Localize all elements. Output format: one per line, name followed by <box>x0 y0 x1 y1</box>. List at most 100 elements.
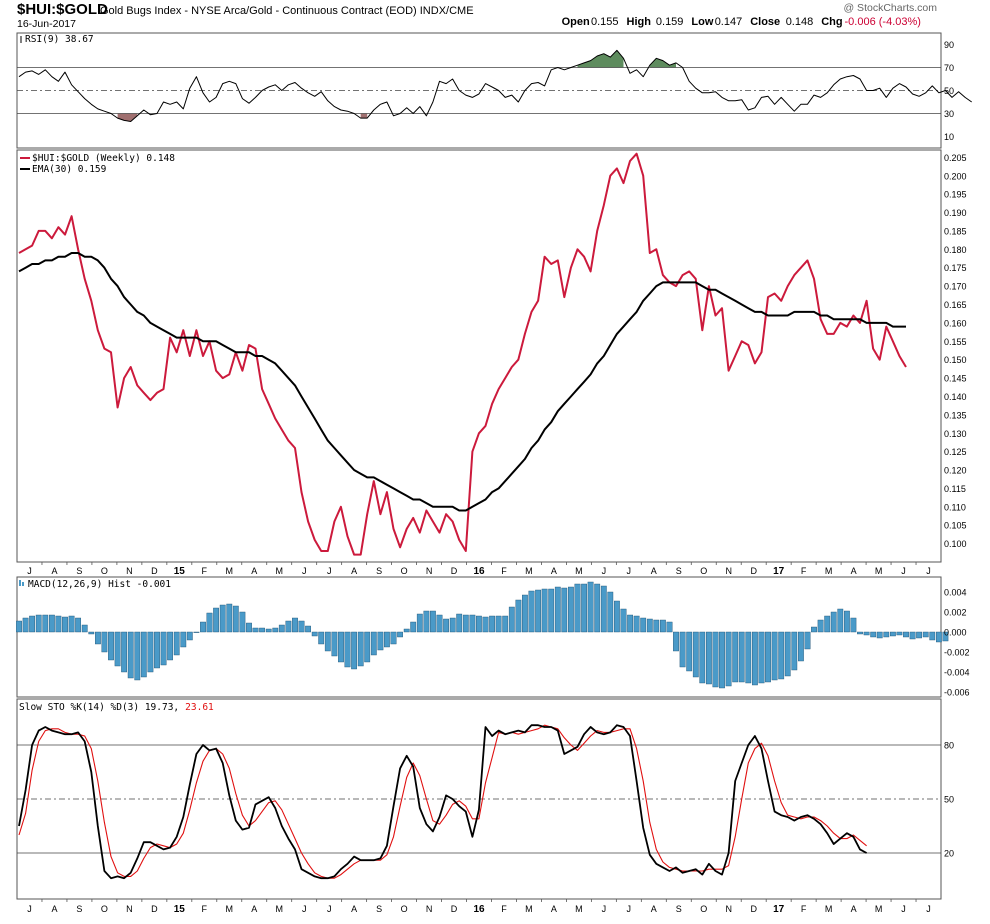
x-year-label: 17 <box>773 904 785 915</box>
macd-hist-bar <box>640 617 647 633</box>
macd-hist-bar <box>568 586 574 633</box>
x-month-label: D <box>750 904 757 914</box>
macd-hist-bar <box>870 631 877 638</box>
macd-y-tick: -0.002 <box>944 648 970 658</box>
macd-hist-bar <box>272 627 279 633</box>
x-month-label: J <box>327 904 332 914</box>
macd-hist-bar <box>134 631 141 681</box>
macd-hist-bar <box>857 631 863 635</box>
price-y-tick: 0.160 <box>944 318 967 328</box>
x-month-label: S <box>676 566 682 576</box>
x-month-label: M <box>875 566 883 576</box>
macd-hist-bar <box>239 611 246 633</box>
macd-hist-bar <box>607 591 614 633</box>
x-month-label: O <box>401 566 408 576</box>
stochastic-label: Slow STO %K(14) %D(3) 19.73, <box>19 702 179 713</box>
macd-y-tick: -0.004 <box>944 668 970 678</box>
macd-hist-bar <box>259 627 265 633</box>
macd-hist-bar <box>331 631 338 657</box>
macd-hist-bar <box>699 631 706 684</box>
macd-hist-bar <box>416 613 423 633</box>
macd-hist-bar <box>180 631 187 648</box>
ohlc-label: Close <box>750 16 780 28</box>
rsi-label: RSI(9) 38.67 <box>25 34 94 45</box>
macd-hist-bar <box>147 631 154 673</box>
macd-hist-bar <box>127 631 134 679</box>
macd-hist-bar <box>765 631 771 683</box>
rsi-y-tick: 90 <box>944 40 954 50</box>
macd-hist-bar <box>778 631 785 680</box>
macd-hist-bar <box>706 631 712 685</box>
panels: 10 30 50 70 90 RSI(9) 38.67 0.100 0.105 0.110 0.1… <box>16 32 972 915</box>
x-year-label: 16 <box>473 904 485 915</box>
macd-hist-bar <box>377 631 384 651</box>
macd-hist-bar <box>292 617 298 633</box>
ohlc-value: 0.148 <box>786 16 814 28</box>
rsi-overbought-fill <box>577 50 624 68</box>
macd-hist-bar <box>660 619 666 633</box>
macd-hist-bar <box>489 615 495 633</box>
macd-hist-bar <box>738 631 745 683</box>
x-month-label: A <box>351 566 357 576</box>
x-year-label: 15 <box>174 566 186 577</box>
macd-hist-bar <box>232 605 239 633</box>
price-y-tick: 0.185 <box>944 226 967 236</box>
price-y-tick: 0.100 <box>944 539 967 549</box>
x-month-label: F <box>202 904 208 914</box>
macd-hist-bar <box>55 615 62 633</box>
macd-hist-bar <box>16 620 22 633</box>
symbol-title: $HUI:$GOLD <box>17 1 108 18</box>
macd-hist-bar <box>357 631 364 667</box>
macd-hist-bar <box>298 620 305 633</box>
macd-y-tick: -0.006 <box>944 688 970 698</box>
macd-hist-bar <box>798 631 804 662</box>
macd-hist-bar <box>508 606 515 633</box>
macd-hist-bar <box>574 583 581 633</box>
stochastic-y-tick: 50 <box>944 795 954 805</box>
price-y-tick: 0.120 <box>944 466 967 476</box>
macd-hist-bar <box>219 604 226 633</box>
rsi-y-tick: 70 <box>944 63 954 73</box>
macd-y-tick: 0.000 <box>944 628 967 638</box>
macd-hist-bar <box>62 616 68 633</box>
x-month-label: A <box>551 904 557 914</box>
x-month-label: F <box>202 566 208 576</box>
x-month-label: J <box>627 904 632 914</box>
macd-hist-bar <box>285 620 292 633</box>
macd-hist-bar <box>627 614 634 633</box>
x-month-label: D <box>750 566 757 576</box>
macd-hist-bar <box>594 583 601 633</box>
price-panel-frame <box>16 149 942 563</box>
x-month-label: S <box>676 904 682 914</box>
macd-hist-bar <box>581 583 588 633</box>
x-month-label: A <box>651 566 657 576</box>
watermark: @ StockCharts.com <box>843 2 937 14</box>
price-y-tick: 0.170 <box>944 282 967 292</box>
x-month-label: A <box>551 566 557 576</box>
macd-hist-bar <box>246 622 252 633</box>
macd-hist-bar <box>338 631 344 663</box>
macd-hist-bar <box>633 615 640 633</box>
macd-hist-bar <box>101 631 108 653</box>
macd-hist-bar <box>922 631 929 638</box>
macd-hist-bar <box>916 631 923 639</box>
macd-hist-bar <box>42 614 49 633</box>
price-y-tick: 0.140 <box>944 392 967 402</box>
macd-y-tick: 0.002 <box>944 608 967 618</box>
price-y-tick: 0.150 <box>944 355 967 365</box>
x-month-label: J <box>302 904 307 914</box>
macd-hist-bar <box>883 631 890 638</box>
x-month-label: S <box>376 904 382 914</box>
x-month-label: S <box>76 566 82 576</box>
macd-hist-bar <box>436 614 443 633</box>
price-y-tick: 0.135 <box>944 410 967 420</box>
x-month-label: N <box>725 566 732 576</box>
stochastic-y-tick: 20 <box>944 849 954 859</box>
macd-hist-bar <box>154 631 160 669</box>
macd-hist-bar <box>88 631 95 635</box>
macd-hist-bar <box>942 631 949 642</box>
x-month-label: A <box>251 566 257 576</box>
macd-label: MACD(12,26,9) Hist -0.001 <box>28 579 171 590</box>
x-month-label: J <box>901 904 906 914</box>
